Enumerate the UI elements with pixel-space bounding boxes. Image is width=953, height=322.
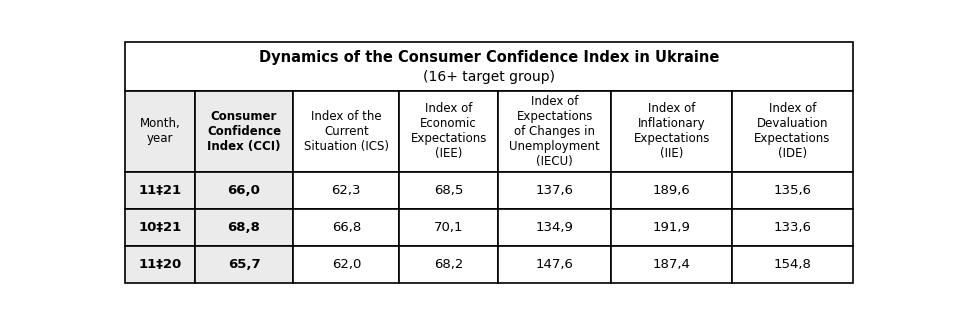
Bar: [125, 246, 194, 283]
Bar: [293, 90, 399, 172]
Text: 191,9: 191,9: [652, 221, 690, 234]
Text: 65,7: 65,7: [228, 258, 260, 271]
Bar: [731, 209, 852, 246]
Bar: [194, 90, 293, 172]
Bar: [497, 209, 611, 246]
Text: 70,1: 70,1: [434, 221, 463, 234]
Bar: [611, 209, 731, 246]
Text: Month,
year: Month, year: [139, 118, 180, 146]
Bar: [194, 172, 293, 209]
Bar: [497, 246, 611, 283]
Text: Index of
Expectations
of Changes in
Unemployment
(IECU): Index of Expectations of Changes in Unem…: [509, 95, 599, 168]
Bar: [194, 209, 293, 246]
Text: 134,9: 134,9: [536, 221, 573, 234]
Text: 66,0: 66,0: [228, 184, 260, 197]
Text: Index of
Devaluation
Expectations
(IDE): Index of Devaluation Expectations (IDE): [754, 102, 830, 160]
Text: 68,8: 68,8: [228, 221, 260, 234]
Text: 10‡21: 10‡21: [138, 221, 181, 234]
Text: 62,0: 62,0: [332, 258, 360, 271]
Text: 189,6: 189,6: [652, 184, 690, 197]
Bar: [399, 172, 497, 209]
Bar: [125, 209, 194, 246]
Text: 62,3: 62,3: [332, 184, 361, 197]
Text: 11‡20: 11‡20: [138, 258, 181, 271]
Bar: [293, 209, 399, 246]
Bar: [125, 172, 194, 209]
Bar: [611, 246, 731, 283]
Bar: [293, 172, 399, 209]
Bar: [611, 90, 731, 172]
Text: (16+ target group): (16+ target group): [422, 70, 555, 84]
Bar: [399, 90, 497, 172]
Text: 11‡21: 11‡21: [138, 184, 181, 197]
Bar: [125, 43, 852, 90]
Text: 135,6: 135,6: [773, 184, 810, 197]
Bar: [497, 90, 611, 172]
Bar: [497, 172, 611, 209]
Bar: [293, 246, 399, 283]
Text: Index of
Economic
Expectations
(IEE): Index of Economic Expectations (IEE): [410, 102, 486, 160]
Text: 66,8: 66,8: [332, 221, 360, 234]
Text: Index of the
Current
Situation (ICS): Index of the Current Situation (ICS): [303, 110, 389, 153]
Text: 147,6: 147,6: [536, 258, 573, 271]
Text: Dynamics of the Consumer Confidence Index in Ukraine: Dynamics of the Consumer Confidence Inde…: [258, 50, 719, 65]
Bar: [125, 90, 194, 172]
Text: 137,6: 137,6: [536, 184, 573, 197]
Text: 68,5: 68,5: [434, 184, 463, 197]
Bar: [611, 172, 731, 209]
Bar: [399, 209, 497, 246]
Text: Consumer
Confidence
Index (CCI): Consumer Confidence Index (CCI): [207, 110, 281, 153]
Bar: [731, 246, 852, 283]
Text: 154,8: 154,8: [773, 258, 810, 271]
Text: 68,2: 68,2: [434, 258, 463, 271]
Text: 133,6: 133,6: [773, 221, 810, 234]
Bar: [731, 90, 852, 172]
Bar: [399, 246, 497, 283]
Bar: [194, 246, 293, 283]
Text: 187,4: 187,4: [652, 258, 690, 271]
Text: Index of
Inflationary
Expectations
(IIE): Index of Inflationary Expectations (IIE): [633, 102, 709, 160]
Bar: [731, 172, 852, 209]
